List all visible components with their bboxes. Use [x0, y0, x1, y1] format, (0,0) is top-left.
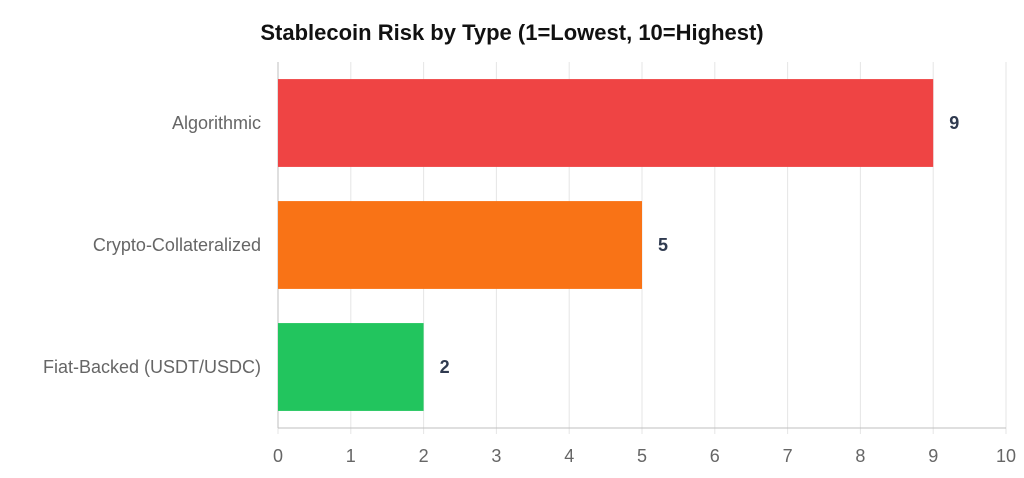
data-label: 5: [658, 235, 668, 255]
x-tick-label: 10: [996, 446, 1016, 466]
bars: [278, 79, 934, 411]
category-label: Crypto-Collateralized: [93, 235, 261, 255]
x-tick-label: 5: [637, 446, 647, 466]
data-label: 2: [440, 357, 450, 377]
bar: [278, 79, 934, 167]
category-label: Fiat-Backed (USDT/USDC): [43, 357, 261, 377]
x-tick-label: 2: [419, 446, 429, 466]
x-tick-label: 3: [491, 446, 501, 466]
x-tick-label: 7: [783, 446, 793, 466]
bar: [278, 323, 424, 411]
bar: [278, 201, 642, 289]
labels: 0 1 2 3 4 5 6 7 8 9 10 Algorithmic 9 Crypto-Collatera…: [43, 113, 1016, 466]
data-label: 9: [949, 113, 959, 133]
chart-title: Stablecoin Risk by Type (1=Lowest, 10=Hi…: [260, 20, 763, 45]
x-tick-label: 0: [273, 446, 283, 466]
x-tick-label: 4: [564, 446, 574, 466]
x-tick-label: 1: [346, 446, 356, 466]
category-label: Algorithmic: [172, 113, 261, 133]
x-tick-label: 9: [928, 446, 938, 466]
x-tick-label: 6: [710, 446, 720, 466]
x-tick-label: 8: [855, 446, 865, 466]
